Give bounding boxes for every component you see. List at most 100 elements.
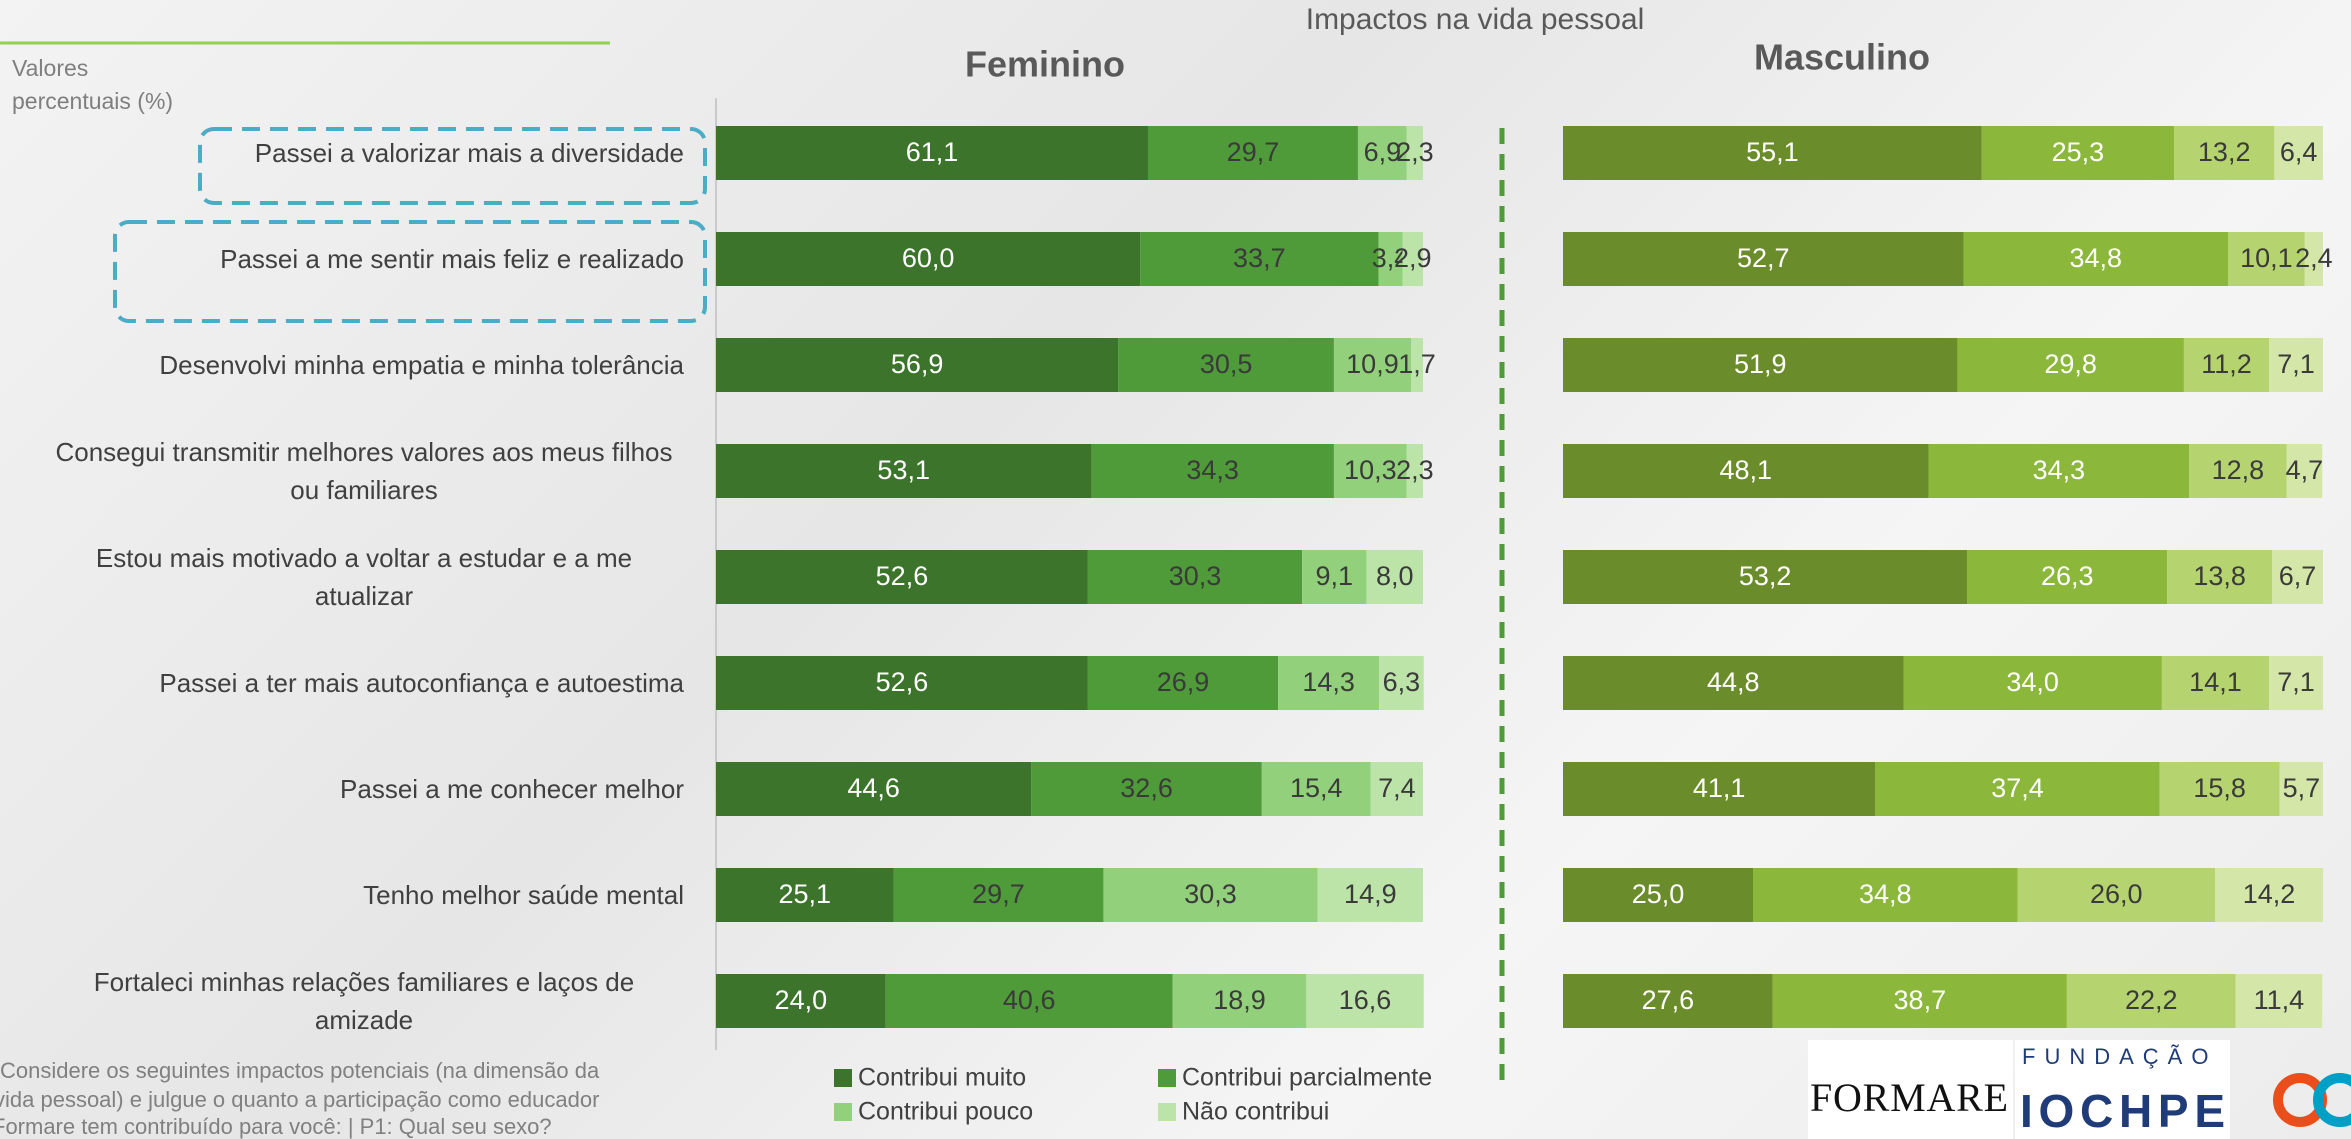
bar-segment xyxy=(2228,232,2305,286)
bar-segment xyxy=(1875,762,2160,816)
bar-segment xyxy=(1563,974,1773,1028)
data-label: 48,1 xyxy=(1719,455,1772,485)
data-label: 6,9 xyxy=(1364,137,1402,167)
highlight-box xyxy=(198,127,707,205)
bar-segment xyxy=(1366,550,1423,604)
bar-segment xyxy=(2235,974,2323,1028)
bar-segment xyxy=(2269,656,2323,710)
data-label: 51,9 xyxy=(1734,349,1787,379)
bar-segment xyxy=(2066,974,2236,1028)
data-label: 26,0 xyxy=(2090,879,2143,909)
bar-segment xyxy=(2272,550,2323,604)
category-label: Tenho melhor saúde mental xyxy=(363,880,684,910)
data-label: 7,4 xyxy=(1378,773,1416,803)
data-label: 1,7 xyxy=(1398,349,1436,379)
data-label: 56,9 xyxy=(891,349,944,379)
bar-segment xyxy=(1963,232,2228,286)
logo-bg xyxy=(1808,1040,2013,1139)
category-label: Consegui transmitir melhores valores aos… xyxy=(55,437,673,505)
category-label-wrap: Passei a me conhecer melhor xyxy=(340,770,684,808)
bar-segment xyxy=(2167,550,2273,604)
data-label: 30,5 xyxy=(1200,349,1253,379)
legend-label: Contribui pouco xyxy=(858,1098,1033,1126)
data-label: 53,1 xyxy=(877,455,930,485)
bar-segment xyxy=(2279,762,2323,816)
bar-segment xyxy=(1772,974,2067,1028)
data-label: 44,8 xyxy=(1707,667,1760,697)
category-label-wrap: Consegui transmitir melhores valores aos… xyxy=(44,433,684,509)
bar-segment xyxy=(716,550,1088,604)
data-label: 2,3 xyxy=(1396,455,1434,485)
bar-segment xyxy=(1370,762,1423,816)
data-label: 4,7 xyxy=(2286,455,2324,485)
data-label: 34,3 xyxy=(1186,455,1239,485)
bar-segment xyxy=(1091,444,1334,498)
logo-bg xyxy=(2015,1040,2230,1139)
bar-segment xyxy=(1087,656,1279,710)
data-label: 52,6 xyxy=(876,667,929,697)
data-label: 29,7 xyxy=(972,879,1025,909)
data-label: 26,9 xyxy=(1157,667,1210,697)
bar-segment xyxy=(1333,338,1411,392)
data-label: 11,4 xyxy=(2254,985,2305,1015)
bar-segment xyxy=(2304,232,2323,286)
data-label: 13,2 xyxy=(2198,137,2251,167)
data-label: 24,0 xyxy=(775,985,828,1015)
bar-segment xyxy=(1261,762,1371,816)
bar-segment xyxy=(2215,868,2323,922)
data-label: 26,3 xyxy=(2041,561,2094,591)
data-label: 30,3 xyxy=(1184,879,1237,909)
category-label: Fortaleci minhas relações familiares e l… xyxy=(93,967,635,1035)
data-label: 14,3 xyxy=(1302,667,1355,697)
category-label: Passei a valorizar mais a diversidade xyxy=(254,138,684,168)
category-label-wrap: Fortaleci minhas relações familiares e l… xyxy=(44,963,684,1039)
data-label: 6,7 xyxy=(2279,561,2317,591)
bar-segment xyxy=(2174,126,2275,180)
bar-segment xyxy=(716,338,1119,392)
page-title: Impactos na vida pessoal xyxy=(1306,3,1645,36)
unit-note: Valores xyxy=(12,55,88,81)
data-label: 22,2 xyxy=(2125,985,2178,1015)
category-label: Desenvolvi minha empatia e minha tolerân… xyxy=(159,350,684,380)
bar-segment xyxy=(1563,762,1876,816)
category-label-wrap: Estou mais motivado a voltar a estudar e… xyxy=(44,539,684,615)
bar-segment xyxy=(716,762,1032,816)
data-label: 10,9 xyxy=(1346,349,1399,379)
data-label: 8,0 xyxy=(1376,561,1414,591)
bar-segment xyxy=(716,126,1148,180)
bar-segment xyxy=(1378,232,1403,286)
bar-segment xyxy=(1278,656,1380,710)
legend-label: Contribui muito xyxy=(858,1064,1026,1092)
bar-segment xyxy=(2161,656,2270,710)
legend-swatch xyxy=(834,1103,852,1121)
data-label: 18,9 xyxy=(1213,985,1266,1015)
bar-segment xyxy=(1103,868,1318,922)
bar-segment xyxy=(2159,762,2280,816)
data-label: 14,2 xyxy=(2243,879,2296,909)
data-label: 34,8 xyxy=(2069,243,2122,273)
data-label: 34,8 xyxy=(1859,879,1912,909)
data-label: 52,7 xyxy=(1737,243,1790,273)
data-label: 5,7 xyxy=(2283,773,2321,803)
data-label: 2,3 xyxy=(1396,137,1434,167)
legend-swatch xyxy=(1158,1103,1176,1121)
data-label: 15,4 xyxy=(1290,773,1343,803)
data-label: 55,1 xyxy=(1746,137,1799,167)
data-label: 25,1 xyxy=(778,879,831,909)
data-label: 6,3 xyxy=(1383,667,1421,697)
bar-segment xyxy=(1406,444,1423,498)
data-label: 10,3 xyxy=(1344,455,1397,485)
bar-segment xyxy=(1402,232,1423,286)
category-label-wrap: Tenho melhor saúde mental xyxy=(363,876,684,914)
bar-segment xyxy=(1928,444,2190,498)
bar-segment xyxy=(716,868,894,922)
bar-segment xyxy=(1357,126,1407,180)
bar-segment xyxy=(1317,868,1423,922)
data-label: 52,6 xyxy=(876,561,929,591)
bar-segment xyxy=(2183,338,2270,392)
data-label: 25,3 xyxy=(2052,137,2105,167)
bar-segment xyxy=(716,974,886,1028)
data-label: 61,1 xyxy=(906,137,959,167)
data-label: 38,7 xyxy=(1894,985,1947,1015)
logo-mark xyxy=(2313,1073,2351,1127)
